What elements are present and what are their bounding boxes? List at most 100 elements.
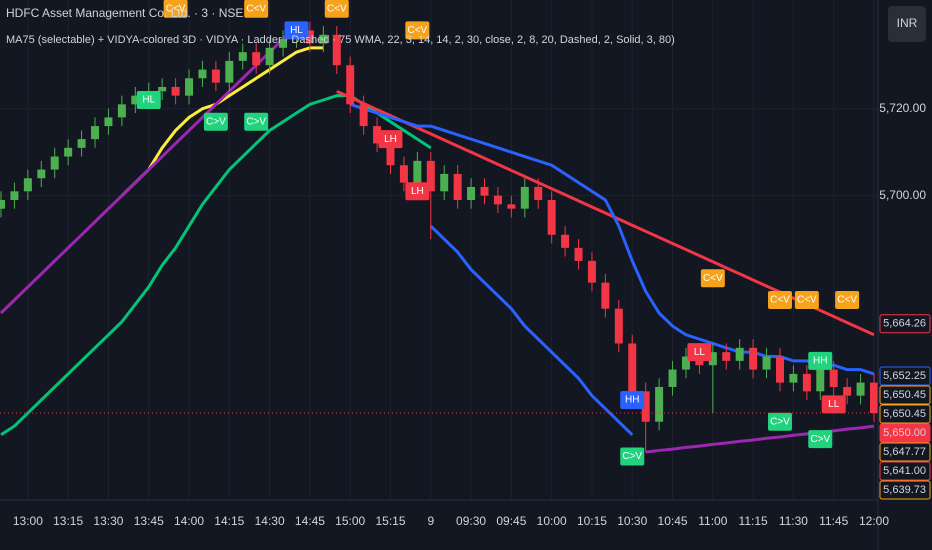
- candle-body: [493, 195, 502, 205]
- candle-body: [305, 30, 314, 44]
- signal-label-box: [835, 291, 860, 309]
- signal-label-box: [405, 21, 430, 40]
- price-tag: [879, 442, 931, 462]
- price-tag: [879, 404, 931, 424]
- signal-label: HH: [813, 356, 827, 367]
- signal-label-box: [767, 412, 792, 431]
- candle-body: [480, 186, 489, 196]
- signal-label: C>V: [206, 116, 226, 127]
- candle-body: [708, 352, 717, 366]
- x-tick-label: 15:00: [335, 514, 365, 528]
- x-tick-label: 13:00: [13, 514, 43, 528]
- x-tick-label: 15:15: [375, 514, 405, 528]
- candle-body: [64, 147, 73, 157]
- x-tick-label: 14:30: [255, 514, 285, 528]
- signal-label: C<V: [703, 273, 723, 284]
- candle-body: [749, 347, 758, 370]
- signal-label-box: [687, 343, 712, 362]
- signal-label-box: [163, 0, 188, 18]
- price-tag: [879, 366, 931, 386]
- candle-body: [346, 65, 355, 105]
- signal-label-box: [808, 351, 833, 370]
- candle-body: [681, 356, 690, 370]
- candle-body: [319, 34, 328, 44]
- candle-body: [426, 160, 435, 192]
- signal-label-box: [620, 391, 645, 409]
- candle-body: [131, 95, 140, 105]
- indicator-line: [349, 102, 875, 376]
- candle-body: [561, 234, 570, 248]
- signal-label: C<V: [837, 295, 857, 306]
- price-tag: [879, 423, 931, 443]
- signal-label: LH: [411, 186, 424, 197]
- x-tick-label: 10:15: [577, 514, 607, 528]
- y-tick-label: 5,700.00: [879, 188, 926, 202]
- candle-body: [23, 178, 32, 192]
- x-tick-label: 10:00: [537, 514, 567, 528]
- candle-body: [211, 69, 220, 83]
- candle-body: [722, 352, 731, 361]
- candle-body: [601, 282, 610, 309]
- signal-label-box: [284, 21, 309, 40]
- candle-body: [359, 104, 368, 127]
- candle-body: [668, 369, 677, 387]
- candle-body: [870, 382, 878, 414]
- x-tick-label: 13:15: [53, 514, 83, 528]
- candle-body: [50, 156, 59, 170]
- y-tick-label: 5,720.00: [879, 101, 926, 115]
- candle-body: [77, 139, 86, 148]
- candle-body: [399, 165, 408, 183]
- candle-body: [185, 78, 194, 96]
- candle-body: [198, 69, 207, 79]
- indicator-line: [429, 225, 634, 436]
- currency-label[interactable]: INR: [897, 16, 918, 30]
- candle-body: [587, 260, 596, 283]
- candle-body: [117, 104, 126, 118]
- candle-body: [520, 186, 529, 209]
- price-tag: [879, 314, 931, 334]
- candle-body: [104, 117, 113, 127]
- candle-body: [829, 369, 838, 387]
- indicator-line: [120, 46, 324, 197]
- candle-body: [843, 386, 852, 396]
- signal-label-box: [620, 447, 645, 466]
- x-tick-label: 11:30: [779, 514, 808, 528]
- signal-label-box: [136, 91, 161, 109]
- signal-label: HH: [625, 395, 639, 406]
- signal-label: C<V: [797, 295, 817, 306]
- price-tag-label: 5,641.00: [883, 465, 926, 477]
- candle-body: [332, 34, 341, 66]
- candle-body: [507, 204, 516, 209]
- signal-label: HL: [290, 25, 303, 36]
- signal-label-box: [324, 0, 349, 18]
- signal-label-box: [767, 291, 792, 309]
- signal-label: C>V: [770, 416, 790, 427]
- signal-label-box: [244, 0, 269, 18]
- candle-body: [238, 52, 247, 61]
- signal-label: C>V: [810, 434, 830, 445]
- currency-button[interactable]: [888, 6, 926, 42]
- x-tick-label: 13:45: [134, 514, 164, 528]
- x-tick-label: 9: [427, 514, 434, 528]
- candle-body: [762, 356, 771, 370]
- signal-label-box: [794, 291, 819, 309]
- x-tick-label: 13:30: [93, 514, 123, 528]
- candle-body: [440, 173, 449, 192]
- candle-body: [534, 186, 543, 200]
- candle-body: [225, 60, 234, 83]
- x-tick-label: 11:15: [739, 514, 768, 528]
- price-tag: [879, 480, 931, 500]
- candle-body: [10, 191, 19, 200]
- candle-body: [775, 356, 784, 383]
- x-tick-label: 14:15: [214, 514, 244, 528]
- x-tick-label: 11:00: [698, 514, 727, 528]
- x-tick-label: 12:00: [859, 514, 889, 528]
- candle-body: [856, 382, 865, 396]
- x-tick-label: 14:00: [174, 514, 204, 528]
- signal-label: LH: [384, 134, 397, 145]
- candle-body: [37, 169, 46, 179]
- x-tick-label: 10:45: [658, 514, 688, 528]
- signal-label: HL: [142, 95, 155, 106]
